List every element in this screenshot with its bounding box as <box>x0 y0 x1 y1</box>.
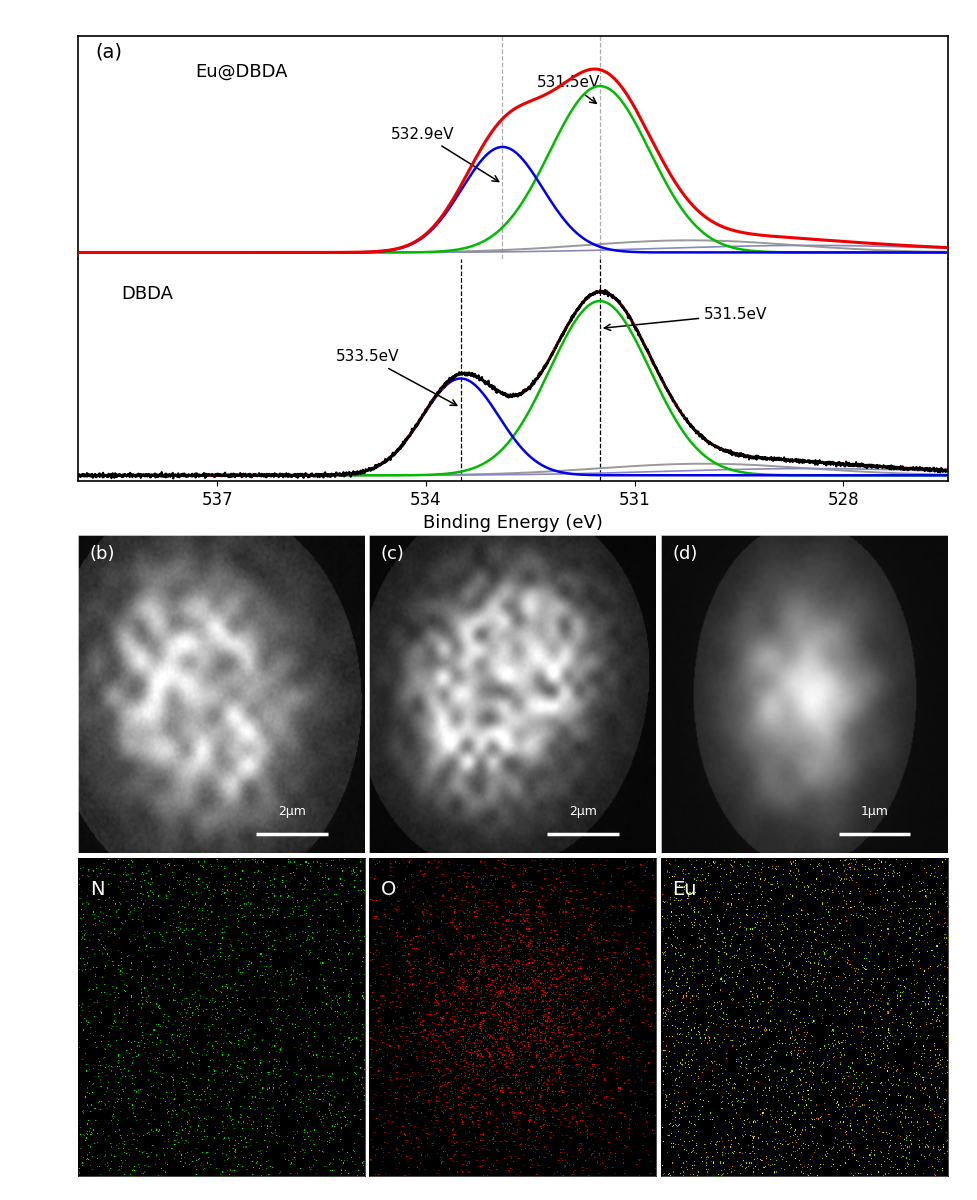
Text: Eu@DBDA: Eu@DBDA <box>195 62 288 80</box>
Text: DBDA: DBDA <box>121 286 174 304</box>
Text: (d): (d) <box>672 545 698 563</box>
Text: O: O <box>381 881 397 899</box>
Text: (c): (c) <box>381 545 404 563</box>
Text: 533.5eV: 533.5eV <box>335 349 457 406</box>
Text: 1μm: 1μm <box>861 805 888 818</box>
Text: N: N <box>90 881 105 899</box>
Text: Eu: Eu <box>672 881 697 899</box>
Text: 2μm: 2μm <box>278 805 306 818</box>
Text: 531.5eV: 531.5eV <box>537 76 601 103</box>
X-axis label: Binding Energy (eV): Binding Energy (eV) <box>423 515 603 533</box>
Text: 532.9eV: 532.9eV <box>391 127 498 181</box>
Text: (b): (b) <box>90 545 115 563</box>
Text: (a): (a) <box>96 43 122 61</box>
Text: 2μm: 2μm <box>570 805 597 818</box>
Text: 531.5eV: 531.5eV <box>605 307 768 330</box>
